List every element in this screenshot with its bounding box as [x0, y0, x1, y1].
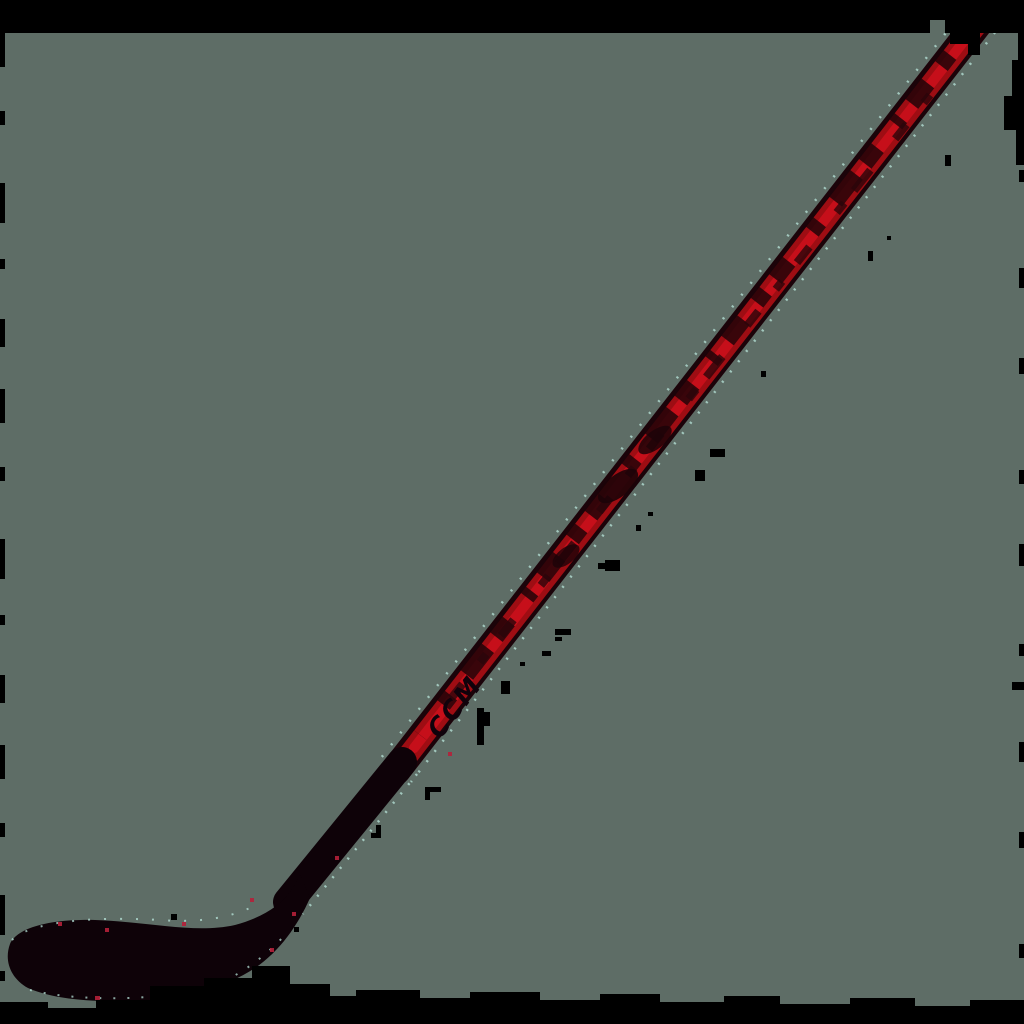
speckle — [761, 371, 766, 377]
red-edge-dot — [270, 948, 274, 952]
stick-hosel — [273, 747, 417, 917]
speckle — [425, 787, 430, 800]
speckle — [648, 512, 653, 516]
speckle — [695, 470, 705, 481]
red-edge-dot — [105, 928, 109, 932]
red-edge-dot — [448, 752, 452, 756]
red-edge-dot — [335, 856, 339, 860]
shaft-graphics-band-2 — [426, 92, 934, 728]
red-edge-dot — [95, 996, 100, 1000]
speckle — [887, 236, 891, 240]
speckle — [555, 629, 571, 635]
compression-speckles — [171, 155, 951, 932]
speckle — [598, 563, 606, 569]
speckle — [945, 155, 951, 166]
bottom-border — [0, 966, 1024, 1024]
top-right-step — [968, 33, 980, 55]
fringe-line — [410, 21, 1004, 783]
speckle — [294, 927, 299, 932]
red-edge-dot — [250, 898, 254, 902]
edge-fringe — [11, 0, 1004, 1000]
shaft-graphic-blotch — [597, 468, 639, 504]
top-right-step — [950, 33, 968, 44]
right-edge-mark-wide — [1012, 682, 1024, 690]
fringe-line — [380, 0, 974, 759]
top-border — [0, 0, 1024, 33]
speckle — [477, 708, 484, 745]
shaft-graphic-blotch — [638, 425, 672, 455]
red-edge-dot — [182, 922, 186, 926]
speckle — [868, 251, 873, 261]
top-right-gray-notch — [930, 20, 945, 33]
speckle — [542, 651, 551, 656]
speckle — [605, 560, 620, 571]
shaft-graphic-blotch — [552, 544, 580, 568]
speckle — [425, 787, 441, 792]
speckle — [555, 637, 562, 641]
speckle — [484, 712, 490, 726]
speckle — [636, 525, 641, 531]
stick-blade — [7, 874, 310, 1002]
red-edge-dot — [292, 912, 296, 916]
speckle — [501, 681, 510, 694]
red-edge-dot — [58, 922, 62, 926]
speckle — [171, 914, 177, 920]
speckle — [376, 825, 381, 838]
speckle — [710, 449, 725, 457]
speckle — [520, 662, 525, 666]
top-right-corner-black — [1004, 30, 1024, 165]
